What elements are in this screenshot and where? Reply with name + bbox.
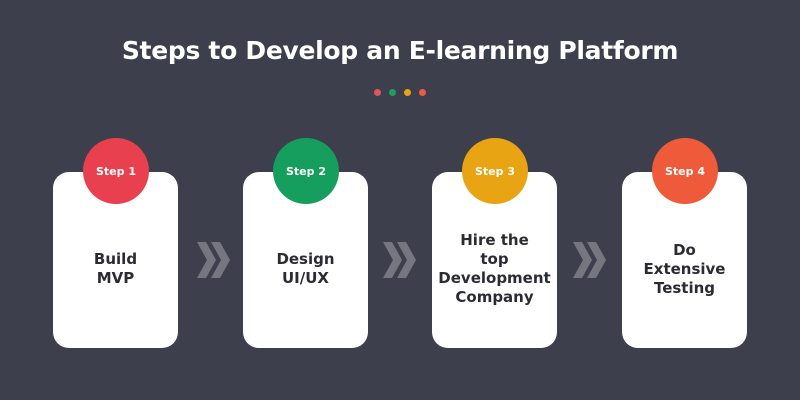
step-text-1: Build MVP (93, 250, 138, 287)
step-card-3: Hire the top Development Company (432, 172, 557, 348)
step-badge-label-3: Step 3 (475, 164, 515, 178)
step-badge-2: Step 2 (273, 138, 339, 204)
step-text-3: Hire the top Development Company (438, 231, 551, 306)
step-badge-3: Step 3 (462, 138, 528, 204)
chevron-double-right-icon (383, 242, 416, 278)
page-title: Steps to Develop an E-learning Platform (121, 36, 679, 65)
decorative-dots (0, 89, 800, 96)
step-text-4: Do Extensive Testing (643, 240, 726, 297)
chevron-double-right-icon (573, 242, 606, 278)
dot-orange (419, 89, 426, 96)
dot-red (374, 89, 381, 96)
dot-yellow (404, 89, 411, 96)
step-badge-label-2: Step 2 (286, 164, 326, 178)
chevron-double-right-icon (197, 242, 230, 278)
step-badge-label-1: Step 1 (96, 164, 136, 178)
step-badge-label-4: Step 4 (665, 164, 705, 178)
step-text-2: Design UI/UX (276, 250, 335, 287)
step-badge-4: Step 4 (652, 138, 718, 204)
dot-green (389, 89, 396, 96)
step-badge-1: Step 1 (83, 138, 149, 204)
